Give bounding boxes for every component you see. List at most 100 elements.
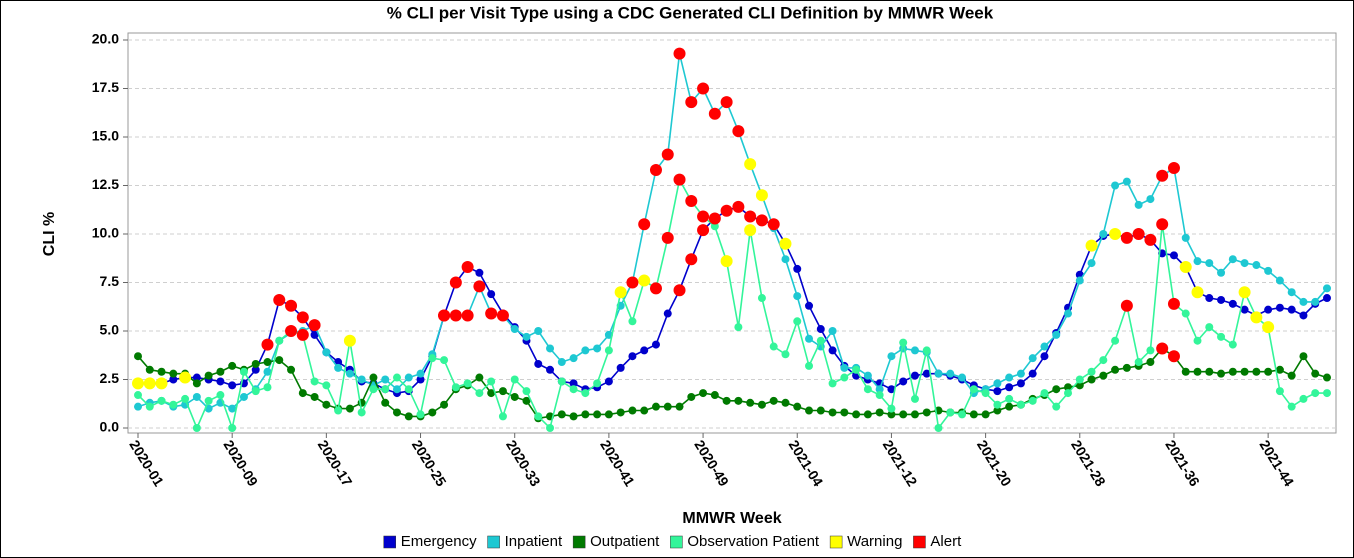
point [1122,177,1131,186]
point [357,408,366,417]
point [1275,276,1284,285]
point [828,327,837,335]
point [875,385,884,394]
point [392,385,401,394]
point [1287,371,1296,380]
point [922,369,931,378]
point [1275,303,1284,312]
point [1205,367,1214,376]
flag-point [296,311,309,324]
flag-point [673,284,686,297]
point [1299,311,1308,320]
point [1205,294,1214,303]
point [475,373,484,382]
point [263,367,272,376]
flag-point [755,214,768,227]
point [1005,373,1014,382]
y-tick-label: 7.5 [100,273,120,289]
point [275,336,284,345]
point [451,383,460,392]
point [1181,309,1190,318]
point [852,365,861,374]
point [1111,365,1120,374]
point [534,412,543,421]
point [228,381,237,390]
point [1052,330,1061,339]
point [169,375,178,384]
point [1146,195,1155,204]
flag-point [661,231,674,244]
flag-point [1156,218,1169,231]
flag-point [438,309,451,322]
legend-swatch [670,535,683,549]
point [828,408,837,417]
point [1205,259,1214,268]
y-tick-label: 12.5 [92,176,119,192]
flag-point [661,148,674,161]
point [1240,305,1249,314]
point [569,385,578,394]
flag-point [720,255,733,268]
y-tick-label: 10.0 [92,225,119,241]
point [192,379,201,388]
point [1040,352,1049,361]
flag-point [626,276,639,289]
flag-point [155,377,168,390]
point [816,325,825,334]
flag-point [697,224,710,237]
flag-point [614,286,627,299]
point [216,391,225,400]
point [1099,371,1108,380]
point [958,410,967,419]
point [404,412,413,421]
flag-point [1191,286,1204,299]
point [134,402,142,411]
point [1205,323,1214,332]
point [1217,268,1226,277]
flag-point [308,319,321,332]
legend-label: Outpatient [590,533,660,550]
point [675,402,684,411]
flag-point [1156,169,1169,182]
point [1228,340,1237,349]
flag-point [296,328,309,341]
point [310,392,319,401]
point [381,385,390,394]
flag-point [1250,311,1263,324]
flag-point [473,280,486,293]
point [487,377,496,386]
point [640,406,649,415]
flag-point [720,96,733,109]
point [1252,367,1261,376]
point [1299,297,1308,306]
point [1323,294,1331,303]
point [734,396,743,405]
point [710,222,719,231]
point [1252,261,1261,270]
point [581,389,590,398]
point [498,412,507,421]
point [1134,358,1143,367]
point [769,342,778,351]
point [251,387,260,396]
point [239,367,248,376]
point [593,410,602,419]
y-tick-label: 20.0 [92,31,119,47]
point [746,398,755,407]
flag-point [697,82,710,95]
point [1064,309,1073,318]
point [510,392,519,401]
legend-swatch [487,535,500,549]
point [993,400,1002,409]
point [816,406,825,415]
y-tick-label: 0.0 [100,419,120,435]
chart-title: % CLI per Visit Type using a CDC Generat… [387,3,994,22]
point [192,424,201,432]
flag-point [1120,231,1133,244]
point [1264,266,1273,275]
point [134,352,142,361]
flag-point [732,125,745,138]
point [416,410,425,419]
point [487,389,496,398]
